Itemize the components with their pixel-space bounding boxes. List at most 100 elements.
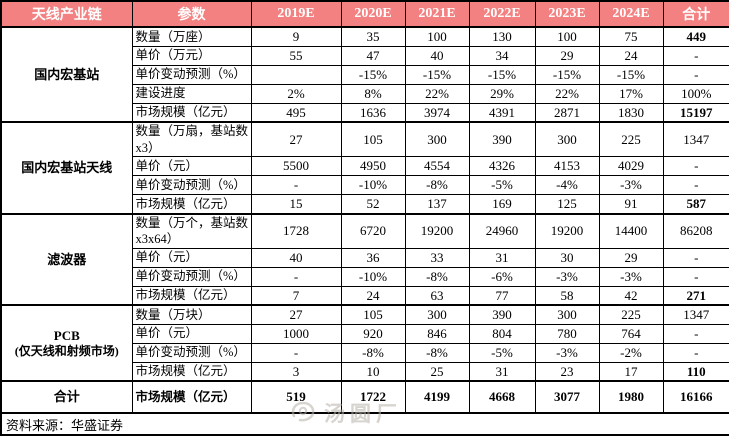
value-cell: -8% xyxy=(404,266,470,287)
table-row: 单价变动预测（%） - -8% -8% -5% -3% -2% - xyxy=(1,342,729,363)
value-cell: 300 xyxy=(534,121,600,157)
total-cell: - xyxy=(662,175,729,195)
value-cell: -10% xyxy=(340,266,406,287)
value-cell: 31 xyxy=(468,247,536,268)
value-cell: 27 xyxy=(250,121,342,157)
value-cell: 19200 xyxy=(404,212,470,249)
value-cell: 764 xyxy=(598,323,664,344)
group-label: 国内宏基站天线 xyxy=(0,121,133,214)
table-row: 单价（元） 1000 920 846 804 780 764- xyxy=(1,323,729,344)
value-cell: 100 xyxy=(404,26,470,47)
value-cell: 34 xyxy=(468,45,536,66)
value-cell: 4199 xyxy=(404,380,470,414)
total-cell: 15197 xyxy=(662,102,729,123)
value-cell: 105 xyxy=(340,121,406,157)
value-cell: 1830 xyxy=(598,102,664,123)
param-label: 单价（元） xyxy=(131,247,252,268)
value-cell: -3% xyxy=(598,266,664,287)
value-cell: 1636 xyxy=(340,102,406,123)
value-cell: -6% xyxy=(468,266,536,287)
value-cell: 25 xyxy=(404,361,470,382)
group-label: 国内宏基站 xyxy=(0,26,133,123)
param-label: 市场规模（亿元） xyxy=(131,102,252,123)
param-label: 单价（万元） xyxy=(131,45,252,66)
value-cell: 1728 xyxy=(250,212,342,249)
value-cell: 804 xyxy=(468,323,536,344)
value-cell: -3% xyxy=(598,175,664,195)
value-cell: 40 xyxy=(250,247,342,268)
value-cell: 920 xyxy=(340,323,406,344)
param-label: 市场规模（亿元） xyxy=(131,194,252,214)
value-cell: -2% xyxy=(598,342,664,363)
value-cell: 2% xyxy=(250,83,342,104)
value-cell: - xyxy=(250,175,342,195)
header-year-2020: 2020E xyxy=(340,0,406,28)
value-cell: -8% xyxy=(340,342,406,363)
value-cell: 24960 xyxy=(468,212,536,249)
total-cell: 100% xyxy=(662,83,729,104)
total-cell: - xyxy=(662,266,729,287)
value-cell: 3974 xyxy=(404,102,470,123)
value-cell: 91 xyxy=(598,194,664,214)
value-cell: 77 xyxy=(468,285,536,306)
param-label: 市场规模（亿元） xyxy=(131,380,252,414)
param-label: 数量（万块） xyxy=(131,304,252,325)
value-cell: 846 xyxy=(404,323,470,344)
param-label: 建设进度 xyxy=(131,83,252,104)
param-label: 数量（万个，基站数x3x64） xyxy=(131,212,252,249)
value-cell: 29 xyxy=(534,45,600,66)
value-cell: 225 xyxy=(598,121,664,157)
value-cell: 105 xyxy=(340,304,406,325)
value-cell: 33 xyxy=(404,247,470,268)
value-cell: -8% xyxy=(404,175,470,195)
value-cell: 1722 xyxy=(340,380,406,414)
header-year-2024: 2024E xyxy=(598,0,664,28)
total-cell: - xyxy=(662,156,729,176)
value-cell: 4153 xyxy=(534,156,600,176)
value-cell: -15% xyxy=(404,64,470,85)
total-cell: 86208 xyxy=(662,212,729,249)
value-cell: -4% xyxy=(534,175,600,195)
value-cell: 100 xyxy=(534,26,600,47)
total-cell: 271 xyxy=(662,285,729,306)
value-cell: 47 xyxy=(340,45,406,66)
param-label: 单价（元） xyxy=(131,156,252,176)
value-cell: 40 xyxy=(404,45,470,66)
value-cell: 35 xyxy=(340,26,406,47)
header-total: 合计 xyxy=(662,0,729,28)
value-cell: 390 xyxy=(468,121,536,157)
value-cell: 22% xyxy=(534,83,600,104)
value-cell: 29 xyxy=(598,247,664,268)
value-cell: 4554 xyxy=(404,156,470,176)
total-cell: 1347 xyxy=(662,304,729,325)
total-cell: 587 xyxy=(662,194,729,214)
value-cell: 23 xyxy=(534,361,600,382)
total-cell: - xyxy=(662,342,729,363)
grand-total-row: 合计 市场规模（亿元） 519 1722 4199 4668 3077 1980 16166 xyxy=(0,380,729,414)
value-cell: -15% xyxy=(468,64,536,85)
value-cell: 36 xyxy=(340,247,406,268)
value-cell: 27 xyxy=(250,304,342,325)
table-row: 国内宏基站天线 数量（万扇，基站数x3） 27 105 300 390 300 225 1347 xyxy=(0,121,729,214)
value-cell: 17% xyxy=(598,83,664,104)
value-cell: -15% xyxy=(340,64,406,85)
value-cell: 55 xyxy=(250,45,342,66)
total-cell: 1347 xyxy=(662,121,729,157)
param-label: 市场规模（亿元） xyxy=(131,361,252,382)
group-label: PCB (仅天线和射频市场) xyxy=(0,304,133,382)
table-row: 单价（元） 40 36 33 31 30 29- xyxy=(1,247,729,268)
value-cell: -5% xyxy=(468,342,536,363)
value-cell: - xyxy=(250,342,342,363)
value-cell: 225 xyxy=(598,304,664,325)
header-year-2022: 2022E xyxy=(468,0,536,28)
table-row: 市场规模（亿元） 3 10 25 31 23 17 110 xyxy=(1,361,729,382)
value-cell: 9 xyxy=(250,26,342,47)
value-cell: 31 xyxy=(468,361,536,382)
total-cell: 449 xyxy=(662,26,729,47)
value-cell: 4668 xyxy=(468,380,536,414)
value-cell: 63 xyxy=(404,285,470,306)
table-row: PCB (仅天线和射频市场) 数量（万块） 27 105 300 390 300 225 1347 xyxy=(0,304,729,382)
total-cell: 16166 xyxy=(662,380,729,414)
value-cell: 4391 xyxy=(468,102,536,123)
